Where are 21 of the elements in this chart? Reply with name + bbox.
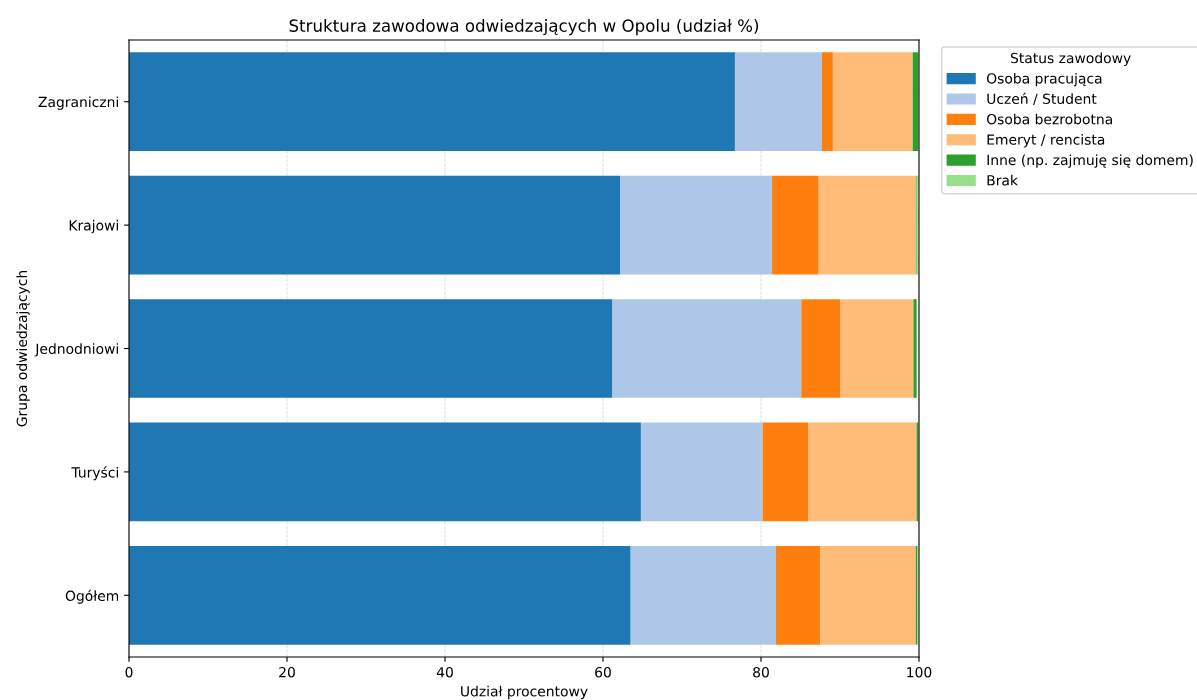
y-tick-label: Zagraniczni bbox=[38, 96, 118, 110]
x-tick-label: 80 bbox=[753, 666, 769, 678]
x-tick-label: 20 bbox=[279, 666, 295, 678]
y-tick-label: Krajowi bbox=[69, 219, 118, 234]
y-tick-label: Turyści bbox=[71, 466, 118, 481]
chart-title: Struktura zawodowa odwiedzających w Opolu (udział %) bbox=[289, 19, 759, 36]
legend-title: Status zawodowy bbox=[1010, 52, 1131, 66]
y-tick-label: Ogółem bbox=[65, 589, 119, 604]
y-tick-label: Jednodniowi bbox=[34, 343, 118, 357]
legend-label: Osoba pracująca bbox=[986, 72, 1102, 87]
x-tick-label: 60 bbox=[595, 666, 611, 678]
legend-label: Uczeń / Student bbox=[987, 92, 1097, 106]
x-tick-label: 100 bbox=[907, 666, 932, 678]
legend-label: Emeryt / rencista bbox=[987, 134, 1105, 148]
legend-label: Inne (np. zajmuję się domem) bbox=[987, 154, 1193, 168]
x-tick-label: 0 bbox=[125, 666, 133, 678]
legend-label: Brak bbox=[987, 174, 1018, 186]
x-tick-label: 40 bbox=[436, 666, 453, 678]
x-axis-title: Udział procentowy bbox=[461, 685, 588, 700]
legend-label: Osoba bezrobotna bbox=[986, 113, 1112, 125]
y-axis-title: Grupa odwiedzających bbox=[16, 270, 30, 427]
